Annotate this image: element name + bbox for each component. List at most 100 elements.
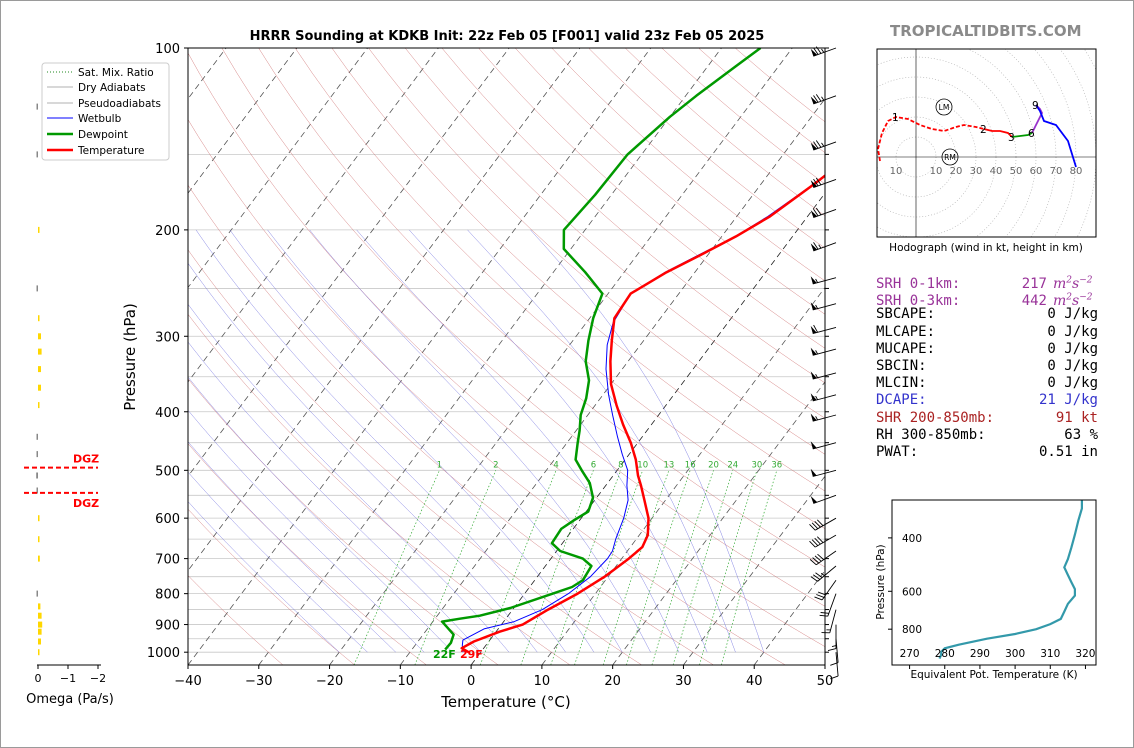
- surface-temperature-label: 29F: [460, 648, 483, 661]
- wind-barb: [810, 441, 837, 450]
- x-tick-label: 20: [604, 674, 621, 689]
- moist-adiabat: [188, 441, 396, 653]
- skewt-ticks: 1 2 4 6 8 10 13 16 20 24 30 36−40 −30 −20 −10 0 10 20 30 40…: [147, 42, 833, 689]
- wind-barb: [827, 624, 837, 652]
- stat-label: SRH 0-1km:: [876, 275, 961, 292]
- y-tick-label: 400: [155, 406, 180, 421]
- stat-label: PWAT:: [876, 443, 919, 460]
- moist-adiabat: [309, 229, 651, 653]
- dry-adiabat: [188, 184, 714, 665]
- hodo-height-label: 6: [1028, 128, 1035, 140]
- x-tick-label: −30: [245, 674, 272, 689]
- dgz-label: DGZ: [73, 453, 99, 466]
- moist-adiabat: [195, 229, 566, 653]
- theta-x-tick-label: 290: [970, 648, 990, 660]
- wind-barb: [814, 579, 837, 601]
- stat-value: 0 J/kg: [1047, 357, 1098, 374]
- mixing-ratio-line: [520, 470, 594, 665]
- mixing-ratio-line: [699, 470, 758, 665]
- y-tick-label: 700: [155, 553, 180, 568]
- omega-bar: [36, 103, 38, 110]
- x-tick-label: 10: [534, 674, 551, 689]
- omega-tick-label: 0: [35, 672, 42, 685]
- wind-barb: [810, 565, 837, 582]
- legend-entry: Temperature: [77, 145, 145, 157]
- stat-label: SHR 200-850mb:: [876, 409, 995, 426]
- dry-adiabat: [188, 575, 284, 665]
- isotherm: [188, 48, 510, 477]
- omega-bar: [38, 649, 40, 656]
- x-tick-label: −40: [174, 674, 201, 689]
- hodo-marker: [941, 148, 959, 166]
- omega-bar: [38, 226, 40, 233]
- hodo-tick-label: 10: [890, 166, 903, 177]
- stat-row: SRH 0-1km: 217 m2s−2: [876, 272, 1098, 292]
- stat-row: PWAT: 0.51 in: [876, 444, 1098, 461]
- theta-ylabel: Pressure (hPa): [875, 544, 887, 619]
- dry-adiabat: [188, 52, 825, 647]
- mixing-ratio-label: 13: [663, 460, 674, 470]
- moist-adiabat: [188, 262, 538, 653]
- hodo-height-label: 1: [892, 112, 899, 124]
- hodo-tick-label: 70: [1050, 166, 1063, 177]
- mixing-ratio-line: [602, 470, 670, 665]
- wind-barb: [810, 324, 837, 335]
- hodo-tick-label: 40: [990, 166, 1003, 177]
- stat-value: 63 %: [1064, 426, 1098, 443]
- stat-value: 0.51 in: [1038, 443, 1098, 460]
- hodo-tick-label: 20: [950, 166, 963, 177]
- omega-bar: [38, 536, 40, 543]
- hodo-marker-label: LM: [939, 103, 950, 112]
- wind-barb: [830, 652, 839, 680]
- y-tick-label: 800: [155, 588, 180, 603]
- omega-bar: [36, 590, 38, 597]
- legend-entry: Wetbulb: [78, 113, 122, 125]
- dry-adiabat: [441, 48, 825, 384]
- dry-adiabat: [188, 249, 642, 665]
- stat-value: 0 J/kg: [1047, 323, 1098, 340]
- stat-label: MUCAPE:: [876, 340, 936, 357]
- isotherm: [258, 48, 722, 665]
- temperature-line: [460, 174, 825, 654]
- isotherm: [329, 48, 793, 665]
- mixing-ratio-label: 20: [708, 460, 719, 470]
- wind-barb: [809, 534, 837, 548]
- moist-adiabat: [530, 229, 765, 653]
- stat-label: MLCAPE:: [876, 323, 936, 340]
- mixing-ratio-label: 24: [727, 460, 738, 470]
- wind-barb: [810, 413, 837, 422]
- skewt-panel: 1 2 4 6 8 10 13 16 20 24 30 36−40 −30 −20 −10 0 10 20 30 40…: [41, 29, 833, 711]
- wetbulb-line: [461, 174, 825, 653]
- dgz-label: DGZ: [73, 497, 99, 510]
- isotherm: [188, 48, 368, 289]
- dry-adiabat: [478, 48, 825, 349]
- moist-adiabat: [188, 501, 340, 653]
- wind-barb: [810, 242, 837, 252]
- dry-adiabat: [515, 48, 825, 315]
- omega-bar: [36, 433, 38, 440]
- theta-x-tick-label: 300: [1005, 648, 1025, 660]
- skewt-legend: Sat. Mix. Ratio Dry Adiabats Pseudoadiab…: [41, 62, 170, 161]
- legend-entry: Pseudoadiabats: [78, 98, 161, 110]
- mixing-ratio-line: [479, 470, 557, 665]
- theta-xlabel: Equivalent Pot. Temperature (K): [910, 669, 1077, 681]
- dry-adiabat: [294, 48, 825, 529]
- x-tick-label: 30: [675, 674, 692, 689]
- omega-bar: [38, 515, 40, 522]
- moist-adiabat: [188, 341, 481, 653]
- isotherm: [188, 48, 439, 383]
- moist-adiabat: [229, 229, 595, 653]
- stat-value: 0 J/kg: [1047, 340, 1098, 357]
- theta-x-tick-label: 310: [1040, 648, 1060, 660]
- mixing-ratio-label: 36: [771, 460, 782, 470]
- stat-row: MUCAPE: 0 J/kg: [876, 341, 1098, 358]
- wind-barb: [810, 371, 837, 380]
- omega-xlabel: Omega (Pa/s): [26, 692, 114, 707]
- hodo-marker: [935, 98, 953, 116]
- moist-adiabat: [188, 303, 510, 653]
- x-tick-label: 40: [746, 674, 763, 689]
- stat-label: RH 300-850mb:: [876, 426, 986, 443]
- isotherm: [470, 192, 825, 665]
- wind-barb: [809, 517, 837, 531]
